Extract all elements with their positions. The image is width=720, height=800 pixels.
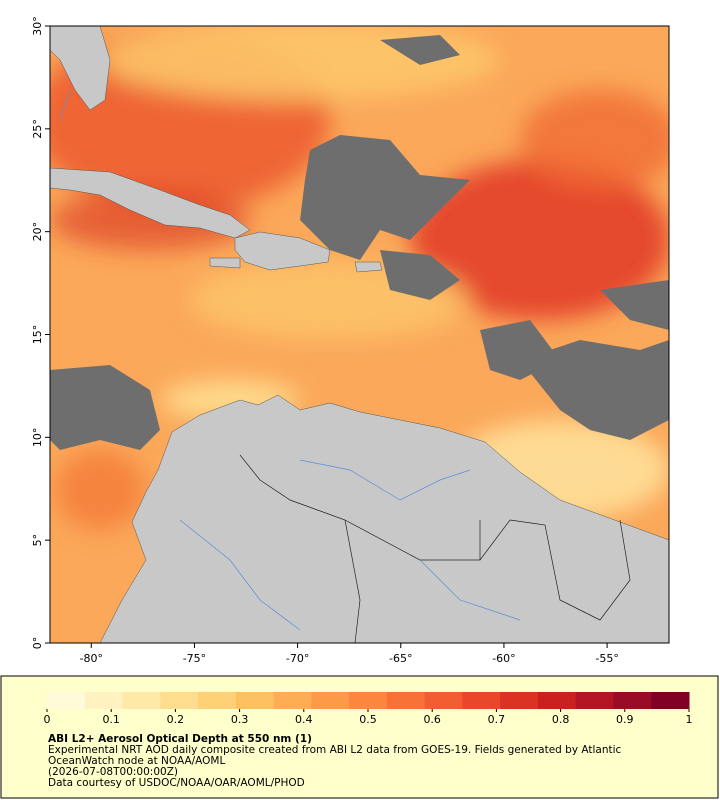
x-tick-label: -55° <box>595 652 618 665</box>
colorbar-swatch <box>273 692 312 709</box>
colorbar-swatch <box>575 692 614 709</box>
colorbar-swatch <box>84 692 124 709</box>
colorbar-tick-label: 0.7 <box>488 713 506 726</box>
colorbar-tick-label: 0.5 <box>359 713 377 726</box>
x-tick-label: -65° <box>389 652 412 665</box>
caption-line: OceanWatch node at NOAA/AOML <box>48 755 225 767</box>
caption-title: ABI L2+ Aerosol Optical Depth at 550 nm … <box>48 733 312 745</box>
rivers <box>59 89 521 631</box>
x-tick-label: -70° <box>286 652 309 665</box>
y-tick-label: 30° <box>31 16 44 36</box>
colorbar-swatch <box>613 692 652 709</box>
axes: -80° -75° -70° -65° -60° -55° 0° 5° 10° 15° 20° 25°… <box>31 16 619 665</box>
colorbar-swatch <box>424 692 463 709</box>
borders <box>239 454 631 643</box>
colorbar-tick-label: 0.3 <box>231 713 249 726</box>
colorbar-tick-label: 1 <box>686 713 693 726</box>
colorbar-swatch <box>500 692 539 709</box>
colorbar-swatch <box>462 692 501 709</box>
y-tick-label: 25° <box>31 119 44 139</box>
y-tick-label: 20° <box>31 222 44 242</box>
caption-line: (2026-07-08T00:00:00Z) <box>48 766 178 778</box>
caption-line: Experimental NRT AOD daily composite cre… <box>48 744 622 756</box>
colorbar-swatch <box>537 692 577 709</box>
caption-line: Data courtesy of USDOC/NOAA/OAR/AOML/PHO… <box>48 777 305 789</box>
colorbar-tick-label: 0.4 <box>295 713 313 726</box>
y-tick-label: 10° <box>31 428 44 448</box>
x-tick-label: -60° <box>492 652 515 665</box>
y-tick-label: 0° <box>31 637 44 650</box>
x-tick-label: -80° <box>80 652 103 665</box>
map-imagery <box>50 26 669 643</box>
land <box>50 26 669 643</box>
cloud-masks <box>50 35 669 450</box>
colorbar: 0 0.1 0.2 0.3 0.4 0.5 0.6 0.7 0.8 0.9 1 <box>44 692 693 726</box>
x-tick-label: -75° <box>183 652 206 665</box>
colorbar-swatch <box>349 692 388 709</box>
colorbar-swatch <box>311 692 350 709</box>
y-tick-label: 5° <box>31 534 44 547</box>
colorbar-tick-label: 0.1 <box>102 713 120 726</box>
colorbar-swatch <box>651 692 690 709</box>
colorbar-tick-label: 0.6 <box>423 713 441 726</box>
colorbar-tick-label: 0.8 <box>552 713 570 726</box>
colorbar-swatch <box>47 692 86 709</box>
colorbar-swatch <box>386 692 426 709</box>
colorbar-swatch <box>235 692 275 709</box>
colorbar-tick-label: 0 <box>44 713 51 726</box>
colorbar-swatch <box>122 692 161 709</box>
colorbar-tick-label: 0.2 <box>167 713 185 726</box>
colorbar-swatch <box>160 692 199 709</box>
colorbar-tick-label: 0.9 <box>616 713 634 726</box>
y-tick-label: 15° <box>31 325 44 345</box>
colorbar-swatch <box>198 692 237 709</box>
